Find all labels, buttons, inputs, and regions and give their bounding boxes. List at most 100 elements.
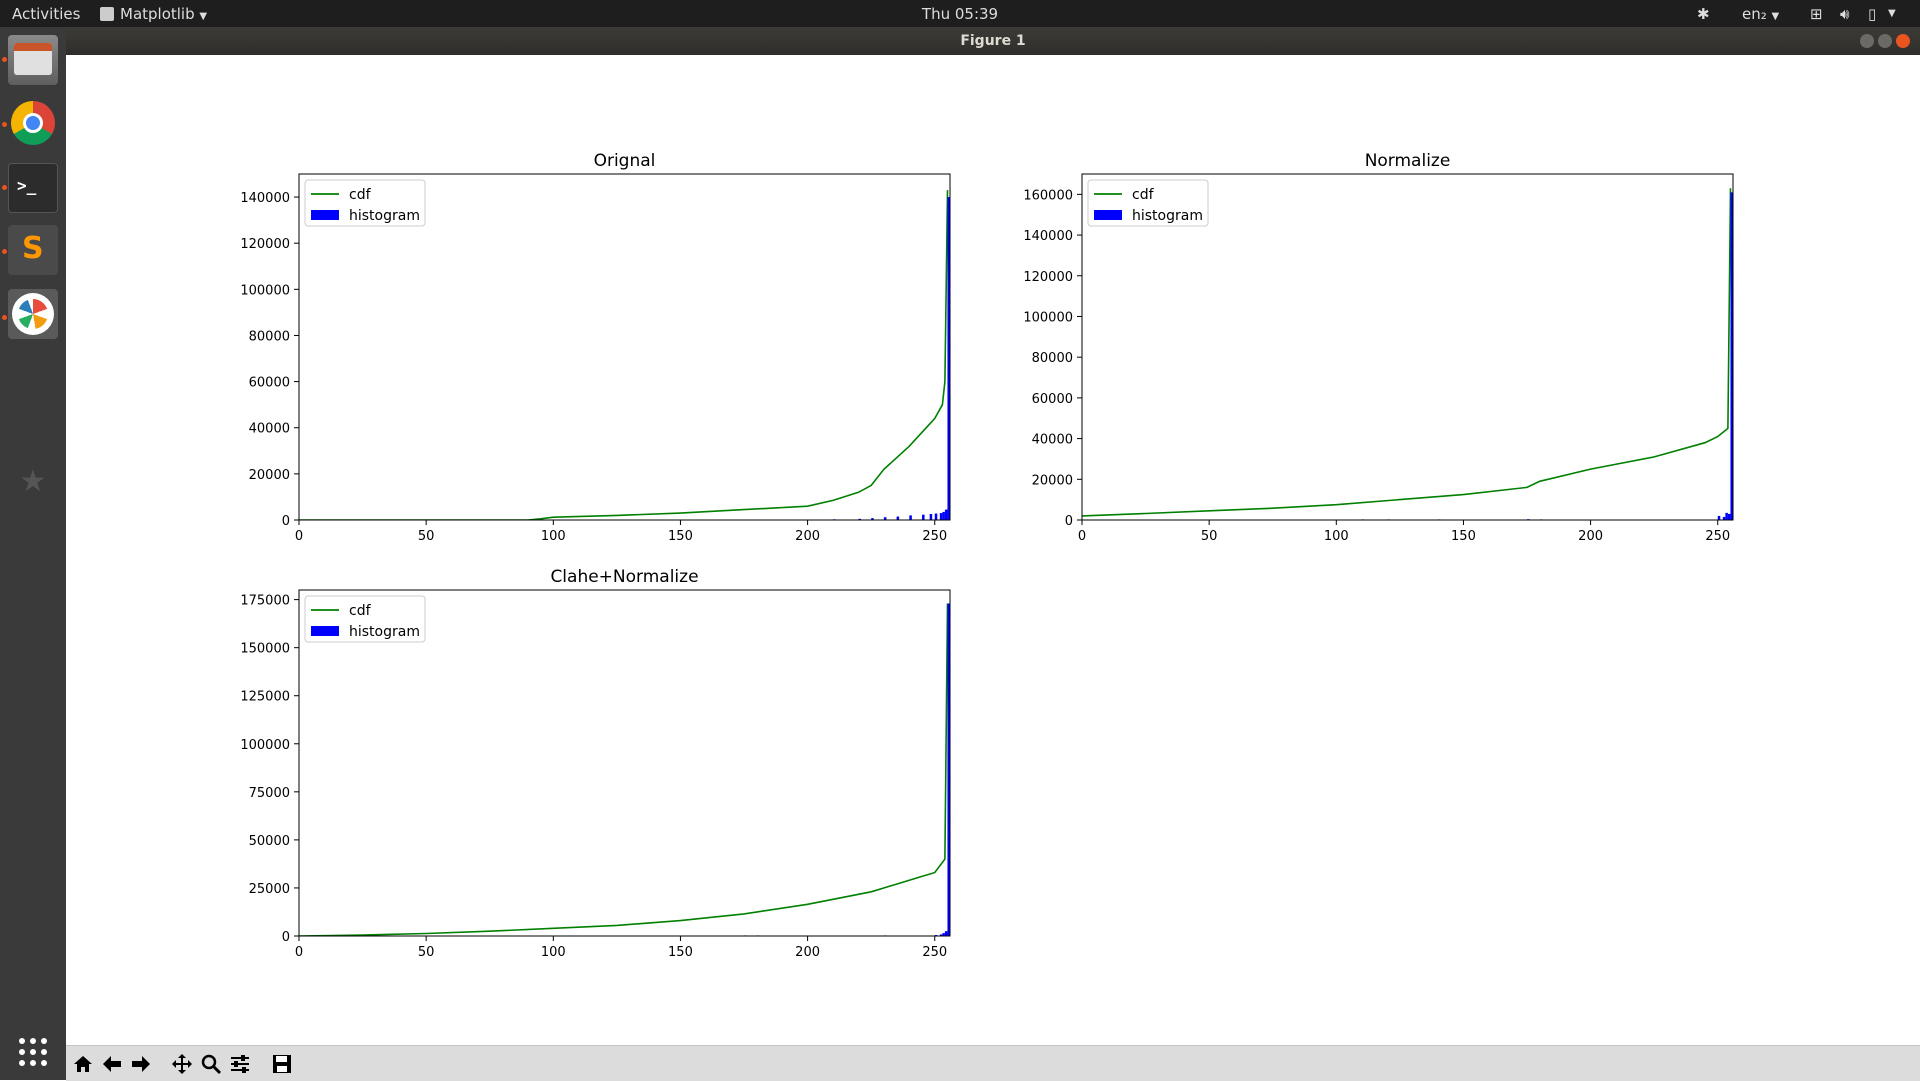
legend: cdf histogram: [1087, 179, 1209, 227]
x-tick-label: 100: [541, 529, 566, 544]
y-tick-label: 140000: [1023, 229, 1073, 244]
y-tick-label: 60000: [1032, 392, 1073, 407]
histogram-bar: [942, 933, 945, 936]
bluetooth-icon[interactable]: ✱: [1697, 5, 1710, 23]
network-icon[interactable]: ⊞: [1810, 5, 1823, 23]
y-tick-label: 40000: [249, 422, 290, 437]
legend-swatch-histogram: [311, 210, 339, 220]
x-tick-label: 200: [795, 945, 820, 960]
y-tick-label: 125000: [240, 690, 290, 705]
legend: cdf histogram: [304, 595, 426, 643]
app-menu-label: Matplotlib: [120, 5, 195, 23]
running-indicator: [2, 249, 7, 254]
language-indicator[interactable]: en₂ ▼: [1742, 5, 1779, 23]
sublime-text-icon[interactable]: S: [8, 225, 58, 275]
chevron-down-icon[interactable]: ▼: [1888, 8, 1896, 19]
x-tick-label: 250: [1705, 529, 1730, 544]
x-tick-label: 150: [1451, 529, 1476, 544]
favorites-star-icon[interactable]: ★: [19, 464, 47, 499]
grid-icon[interactable]: [8, 1027, 58, 1077]
cdf-line: [299, 603, 949, 936]
clock[interactable]: Thu 05:39: [921, 5, 999, 23]
subplot-title: Orignal: [594, 151, 656, 171]
y-tick-label: 140000: [240, 191, 290, 206]
histogram-bar: [1727, 513, 1731, 520]
legend: cdf histogram: [304, 179, 426, 227]
y-tick-label: 150000: [240, 642, 290, 657]
home-icon[interactable]: [70, 1051, 96, 1077]
y-tick-label: 50000: [249, 834, 290, 849]
cdf-line: [299, 190, 949, 520]
y-tick-label: 20000: [249, 468, 290, 483]
terminal-icon[interactable]: >_: [8, 163, 58, 213]
file-manager-icon[interactable]: [8, 35, 58, 85]
y-tick-label: 0: [1065, 514, 1073, 529]
legend-label-cdf: cdf: [1132, 187, 1155, 203]
axes-frame: [298, 589, 951, 937]
minimize-icon[interactable]: [1860, 34, 1874, 48]
close-icon[interactable]: [1896, 34, 1910, 48]
histogram-bar: [922, 514, 925, 520]
subplot-3: Clahe+Normalize 0 50 100 150 200 250 0 25000 5000…: [240, 567, 951, 960]
pan-icon[interactable]: [169, 1051, 195, 1077]
forward-icon[interactable]: [128, 1051, 154, 1077]
legend-label-cdf: cdf: [349, 187, 372, 203]
histogram-bar: [934, 513, 938, 520]
histogram-bar: [909, 515, 912, 520]
chrome-icon[interactable]: [8, 98, 58, 148]
axes-frame: [298, 173, 951, 521]
figure-canvas[interactable]: Orignal 0 50 100 150 200 250 0 20000 40000 60000 80…: [66, 55, 1920, 1045]
volume-icon[interactable]: 🔊︎: [1840, 5, 1850, 23]
histogram-bar: [939, 513, 943, 520]
configure-subplots-icon[interactable]: [227, 1051, 253, 1077]
histogram-bar: [1722, 516, 1726, 520]
y-tick-label: 60000: [249, 376, 290, 391]
y-tick-label: 75000: [249, 786, 290, 801]
window-titlebar[interactable]: Figure 1: [66, 27, 1920, 55]
window-title: Figure 1: [960, 33, 1026, 49]
plot-area: [299, 603, 950, 936]
matplotlib-icon[interactable]: [8, 289, 58, 339]
running-indicator: [2, 122, 7, 127]
zoom-icon[interactable]: [198, 1051, 224, 1077]
x-tick-label: 200: [1578, 529, 1603, 544]
legend-label-histogram: histogram: [1132, 208, 1203, 224]
x-tick-label: 200: [795, 529, 820, 544]
histogram-bar: [883, 517, 887, 520]
battery-icon[interactable]: ▯: [1868, 5, 1877, 23]
dock: >_ S ★: [0, 27, 66, 1080]
navigation-toolbar: [66, 1045, 1920, 1081]
y-tick-label: 160000: [1023, 188, 1073, 203]
back-icon[interactable]: [99, 1051, 125, 1077]
y-tick-label: 100000: [240, 738, 290, 753]
y-tick-label: 120000: [240, 237, 290, 252]
app-menu[interactable]: Matplotlib ▼: [100, 5, 207, 23]
running-indicator: [2, 185, 7, 190]
x-tick-label: 150: [668, 945, 693, 960]
x-tick-label: 250: [922, 945, 947, 960]
maximize-icon[interactable]: [1878, 34, 1892, 48]
y-tick-label: 20000: [1032, 473, 1073, 488]
histogram-bar: [871, 518, 874, 520]
save-icon[interactable]: [269, 1051, 295, 1077]
activities-button[interactable]: Activities: [12, 5, 81, 23]
plot-area: [299, 190, 950, 520]
subplot-title: Normalize: [1365, 151, 1451, 171]
running-indicator: [2, 57, 7, 62]
y-tick-label: 80000: [249, 329, 290, 344]
histogram-bar: [896, 516, 900, 520]
cdf-line: [1082, 188, 1732, 517]
histogram-bar: [947, 197, 950, 520]
axes-frame: [1081, 173, 1734, 521]
x-tick-label: 100: [1324, 529, 1349, 544]
legend-swatch-histogram: [1094, 210, 1122, 220]
language-label: en₂: [1742, 5, 1767, 23]
histogram-bar: [947, 603, 950, 936]
subplot-2: Normalize 0 50 100 150 200 250 0 20000 40000 60000…: [1023, 151, 1734, 544]
y-tick-label: 0: [282, 514, 290, 529]
subplot-1: Orignal 0 50 100 150 200 250 0 20000 40000 60000 80…: [240, 151, 951, 544]
y-tick-label: 100000: [1023, 310, 1073, 325]
y-tick-label: 0: [282, 930, 290, 945]
x-tick-label: 250: [922, 529, 947, 544]
